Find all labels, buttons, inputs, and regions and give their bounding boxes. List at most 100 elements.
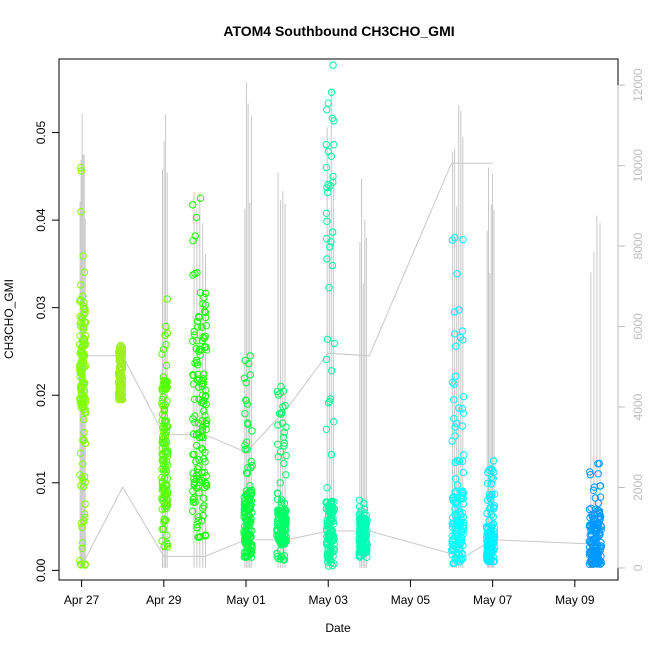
data-point: [451, 475, 460, 483]
data-point: [202, 472, 210, 480]
data-point: [81, 340, 90, 348]
data-point: [78, 353, 87, 361]
data-point: [189, 371, 197, 380]
data-point: [163, 501, 171, 509]
data-point: [453, 497, 461, 506]
data-point: [199, 397, 208, 405]
data-point: [587, 504, 595, 512]
data-point: [328, 367, 336, 375]
y-tick-label: 0.04: [34, 208, 48, 232]
data-point: [81, 500, 89, 508]
data-point: [194, 513, 202, 521]
secondary-tick-label: 0: [631, 564, 645, 571]
data-point: [355, 515, 364, 523]
data-point: [457, 555, 465, 564]
data-point: [76, 349, 84, 357]
data-point: [452, 342, 460, 350]
data-point: [324, 147, 332, 156]
data-point: [282, 452, 290, 460]
data-point: [451, 423, 459, 431]
data-point: [242, 396, 250, 404]
data-point: [196, 289, 205, 297]
data-point: [355, 537, 363, 546]
data-points: [75, 61, 606, 570]
data-point: [192, 213, 201, 222]
data-point: [158, 505, 166, 513]
secondary-tick-label: 4000: [631, 393, 645, 420]
data-point: [282, 423, 290, 431]
data-point: [323, 498, 331, 506]
data-point: [159, 525, 168, 533]
data-point: [158, 435, 167, 443]
data-point: [80, 517, 88, 525]
data-point: [485, 516, 493, 525]
data-point: [195, 313, 203, 322]
data-point: [248, 461, 256, 470]
data-point: [190, 395, 199, 403]
data-point: [327, 498, 335, 507]
x-axis-label: Date: [325, 621, 351, 635]
data-point: [483, 531, 491, 539]
data-point: [276, 479, 284, 487]
data-point: [358, 543, 367, 551]
data-point: [76, 312, 84, 321]
data-point: [241, 538, 249, 546]
data-point: [164, 449, 172, 457]
data-point: [77, 281, 85, 289]
data-point: [79, 252, 87, 260]
data-point: [241, 410, 249, 418]
data-point: [329, 172, 337, 181]
data-point: [490, 504, 498, 513]
data-point: [161, 517, 169, 525]
data-point: [449, 496, 457, 505]
data-point: [201, 289, 210, 298]
data-point: [243, 469, 252, 478]
data-point: [587, 538, 596, 547]
data-point: [159, 424, 167, 432]
data-point: [594, 470, 602, 478]
data-point: [158, 350, 166, 358]
data-point: [244, 548, 252, 556]
data-point: [240, 493, 248, 501]
data-point: [159, 439, 167, 448]
data-point: [247, 542, 255, 550]
data-point: [327, 237, 335, 246]
data-point: [597, 559, 606, 567]
data-point: [159, 427, 168, 435]
data-point: [356, 529, 364, 537]
data-point: [359, 547, 367, 555]
data-point: [199, 504, 207, 512]
data-point: [201, 301, 210, 309]
data-point: [160, 465, 168, 474]
data-point: [81, 318, 89, 326]
data-point: [325, 284, 333, 292]
data-point: [449, 493, 458, 501]
secondary-tick-label: 10000: [631, 149, 645, 183]
data-point: [200, 293, 208, 302]
data-point: [460, 451, 468, 459]
data-point: [484, 553, 492, 561]
data-point: [490, 490, 499, 498]
data-point: [244, 464, 252, 472]
data-point: [161, 474, 169, 482]
data-point: [247, 497, 256, 505]
x-tick-label: Apr 27: [64, 593, 100, 607]
data-point: [277, 516, 286, 524]
data-point: [327, 558, 335, 567]
data-point: [203, 346, 211, 354]
data-point: [459, 468, 468, 477]
data-point: [276, 523, 284, 531]
data-point: [77, 163, 85, 172]
x-tick-label: Apr 29: [146, 593, 182, 607]
data-point: [244, 420, 252, 428]
data-point: [247, 501, 255, 509]
data-point: [323, 335, 332, 343]
data-point: [193, 269, 201, 277]
data-point: [324, 180, 332, 189]
data-point: [79, 476, 87, 485]
data-point: [189, 237, 197, 245]
data-point: [325, 542, 334, 550]
data-point: [459, 392, 468, 401]
data-point: [242, 487, 251, 495]
data-point: [200, 494, 208, 502]
